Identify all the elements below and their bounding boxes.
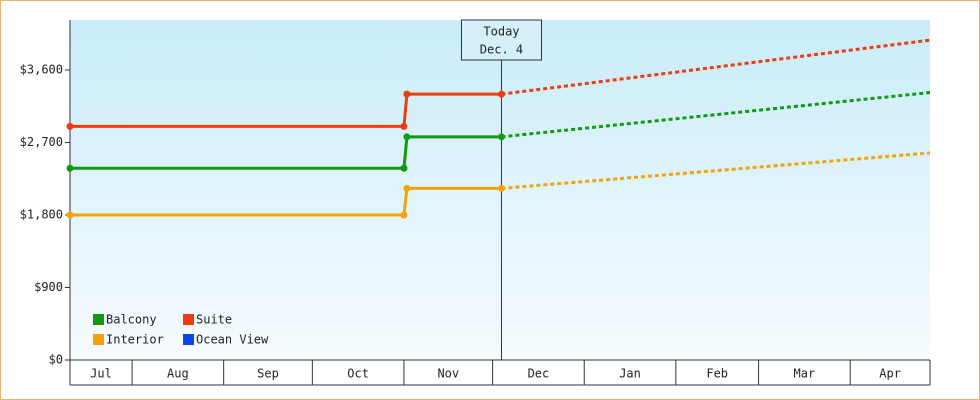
legend-swatch [183,334,194,345]
x-tick-label: Aug [167,367,189,381]
legend-label: Ocean View [196,333,269,347]
y-tick-label: $900 [34,280,63,294]
y-tick-label: $0 [49,353,63,367]
today-box [460,19,542,61]
series-line [70,135,502,170]
point [497,184,505,192]
today-label: Today [483,25,519,39]
y-tick-label: $1,800 [20,207,63,221]
forecast-line [501,91,931,139]
legend-swatch [93,314,104,325]
point [403,90,411,98]
x-tick-label: Jan [619,367,641,381]
forecast-line [501,38,931,96]
today-date: Dec. 4 [480,43,523,57]
point [66,164,74,172]
x-tick-label: Sep [257,367,279,381]
legend-label: Balcony [106,313,157,327]
point [66,211,74,219]
legend-swatch [183,314,194,325]
x-tick-label: Mar [794,367,816,381]
x-tick-label: Nov [437,367,459,381]
x-tick-label: Feb [706,367,728,381]
x-tick-label: Dec [528,367,550,381]
point [497,90,505,98]
point [400,122,408,130]
x-tick-label: Oct [347,367,369,381]
point [400,211,408,219]
x-tick-label: Jul [90,367,112,381]
point [403,184,411,192]
series-line [70,92,502,128]
legend-swatch [93,334,104,345]
point [497,133,505,141]
point [403,133,411,141]
legend-label: Suite [196,313,232,327]
point [66,122,74,130]
series-line [70,186,502,217]
y-tick-label: $2,700 [20,135,63,149]
legend-label: Interior [106,333,164,347]
forecast-line [501,151,931,190]
x-tick-label: Apr [879,367,901,381]
y-tick-label: $3,600 [20,62,63,76]
point [400,164,408,172]
